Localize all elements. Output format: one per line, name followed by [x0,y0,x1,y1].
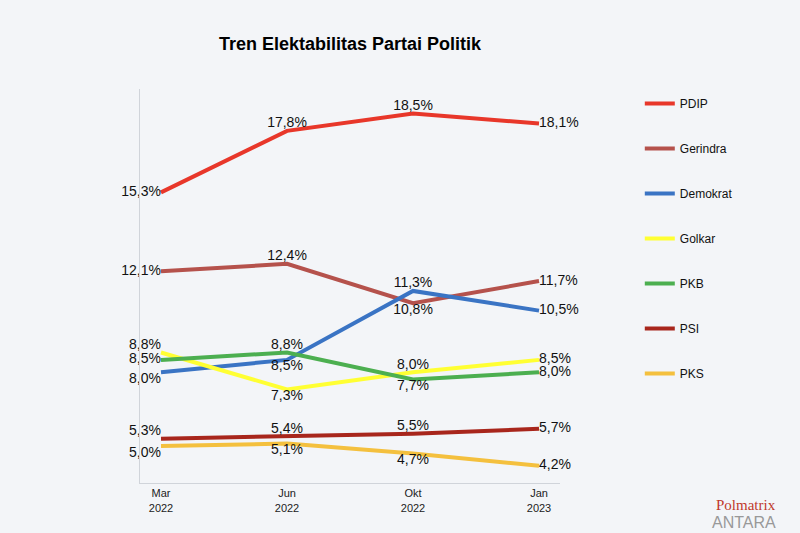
svg-text:5,5%: 5,5% [397,417,429,433]
svg-text:12,1%: 12,1% [121,262,161,278]
svg-text:4,2%: 4,2% [539,456,571,472]
svg-text:Okt2022: Okt2022 [401,487,425,513]
svg-text:8,5%: 8,5% [271,357,303,373]
svg-text:12,4%: 12,4% [267,247,307,263]
svg-text:11,7%: 11,7% [539,272,578,288]
svg-text:10,8%: 10,8% [393,301,433,317]
svg-text:18,1%: 18,1% [539,114,579,130]
svg-text:8,0%: 8,0% [539,363,571,379]
svg-text:Tren Elektabilitas Partai Poli: Tren Elektabilitas Partai Politik [219,34,482,54]
svg-text:5,7%: 5,7% [539,419,571,435]
svg-text:Demokrat: Demokrat [680,187,733,201]
svg-text:Golkar: Golkar [680,232,715,246]
svg-text:5,4%: 5,4% [271,420,303,436]
svg-text:PSI: PSI [680,322,699,336]
svg-text:8,5%: 8,5% [129,350,161,366]
svg-text:Gerindra: Gerindra [680,142,727,156]
svg-text:Jan2023: Jan2023 [527,487,551,513]
svg-text:PKS: PKS [680,367,704,381]
svg-text:5,1%: 5,1% [271,441,303,457]
svg-text:8,0%: 8,0% [397,356,429,372]
svg-text:Mar2022: Mar2022 [149,487,173,513]
svg-text:8,5%: 8,5% [539,350,571,366]
svg-text:15,3%: 15,3% [121,183,161,199]
svg-text:5,0%: 5,0% [129,444,161,460]
svg-text:11,3%: 11,3% [394,274,433,290]
svg-text:Polmatrix: Polmatrix [716,497,776,513]
svg-text:8,0%: 8,0% [129,370,161,386]
svg-text:PKB: PKB [680,277,704,291]
svg-text:8,8%: 8,8% [271,336,303,352]
svg-text:4,7%: 4,7% [397,451,429,467]
svg-text:7,7%: 7,7% [397,377,429,393]
svg-text:PDIP: PDIP [680,97,708,111]
svg-text:ANTARA: ANTARA [712,514,776,531]
svg-text:8,8%: 8,8% [129,336,161,352]
svg-text:Jun2022: Jun2022 [275,487,299,513]
svg-text:7,3%: 7,3% [271,387,303,403]
svg-text:17,8%: 17,8% [267,114,307,130]
svg-text:5,3%: 5,3% [129,422,161,438]
svg-text:10,5%: 10,5% [539,301,579,317]
svg-text:18,5%: 18,5% [393,97,433,113]
